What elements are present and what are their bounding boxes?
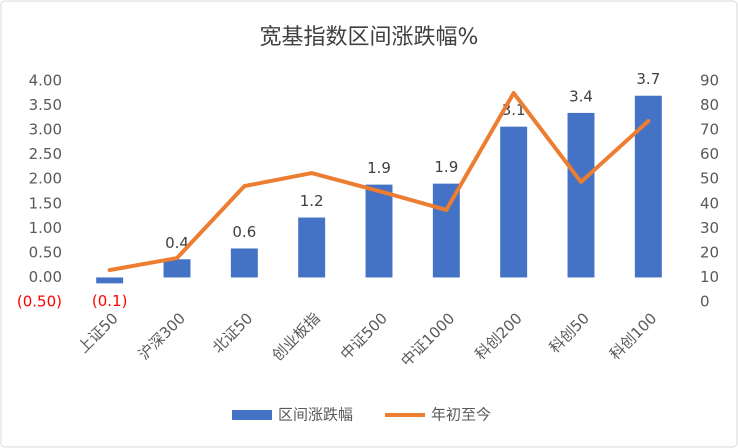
- y2-tick-label: 60: [700, 145, 719, 163]
- bar: [432, 183, 460, 278]
- legend-label: 区间涨跌幅: [278, 406, 353, 424]
- y-tick-label: 0.50: [29, 243, 62, 261]
- line: [107, 91, 651, 273]
- y-tick-label: 2.50: [29, 145, 62, 163]
- y2-tick-label: 10: [700, 268, 719, 286]
- data-label: 1.9: [367, 159, 391, 177]
- bar: [230, 248, 258, 278]
- y-tick-label: 0.00: [29, 268, 62, 286]
- y-tick-label: 4.00: [29, 72, 62, 90]
- y2-tick-label: 90: [700, 72, 719, 90]
- y2-tick-label: 0: [700, 293, 710, 311]
- chart-title: 宽基指数区间涨跌幅%: [260, 25, 479, 50]
- data-label: 1.9: [434, 158, 458, 176]
- y-tick-label: 3.50: [29, 96, 62, 114]
- bar: [96, 277, 124, 284]
- y-tick-label: 1.50: [29, 194, 62, 212]
- data-label: 0.6: [232, 223, 256, 241]
- y2-tick-label: 20: [700, 243, 719, 261]
- y-tick-label: 2.00: [29, 170, 62, 188]
- bar: [634, 95, 662, 278]
- data-label: (0.1): [92, 292, 128, 310]
- legend-swatch: [232, 410, 272, 420]
- y-tick-label: 1.00: [29, 219, 62, 237]
- y2-tick-label: 70: [700, 121, 719, 139]
- y2-tick-label: 50: [700, 170, 719, 188]
- bar: [567, 112, 595, 278]
- data-label: 3.7: [636, 70, 660, 88]
- data-label: 3.4: [569, 87, 593, 105]
- data-label: 1.2: [300, 192, 324, 210]
- bar: [500, 126, 528, 278]
- y2-tick-label: 80: [700, 96, 719, 114]
- data-label: 0.4: [165, 234, 189, 252]
- legend-label: 年初至今: [431, 406, 491, 424]
- y-tick-label: (0.50): [17, 293, 62, 311]
- bar: [163, 259, 191, 278]
- bar: [298, 217, 326, 278]
- y-tick-label: 3.00: [29, 121, 62, 139]
- y2-tick-label: 40: [700, 194, 719, 212]
- bar: [365, 184, 393, 278]
- y2-tick-label: 30: [700, 219, 719, 237]
